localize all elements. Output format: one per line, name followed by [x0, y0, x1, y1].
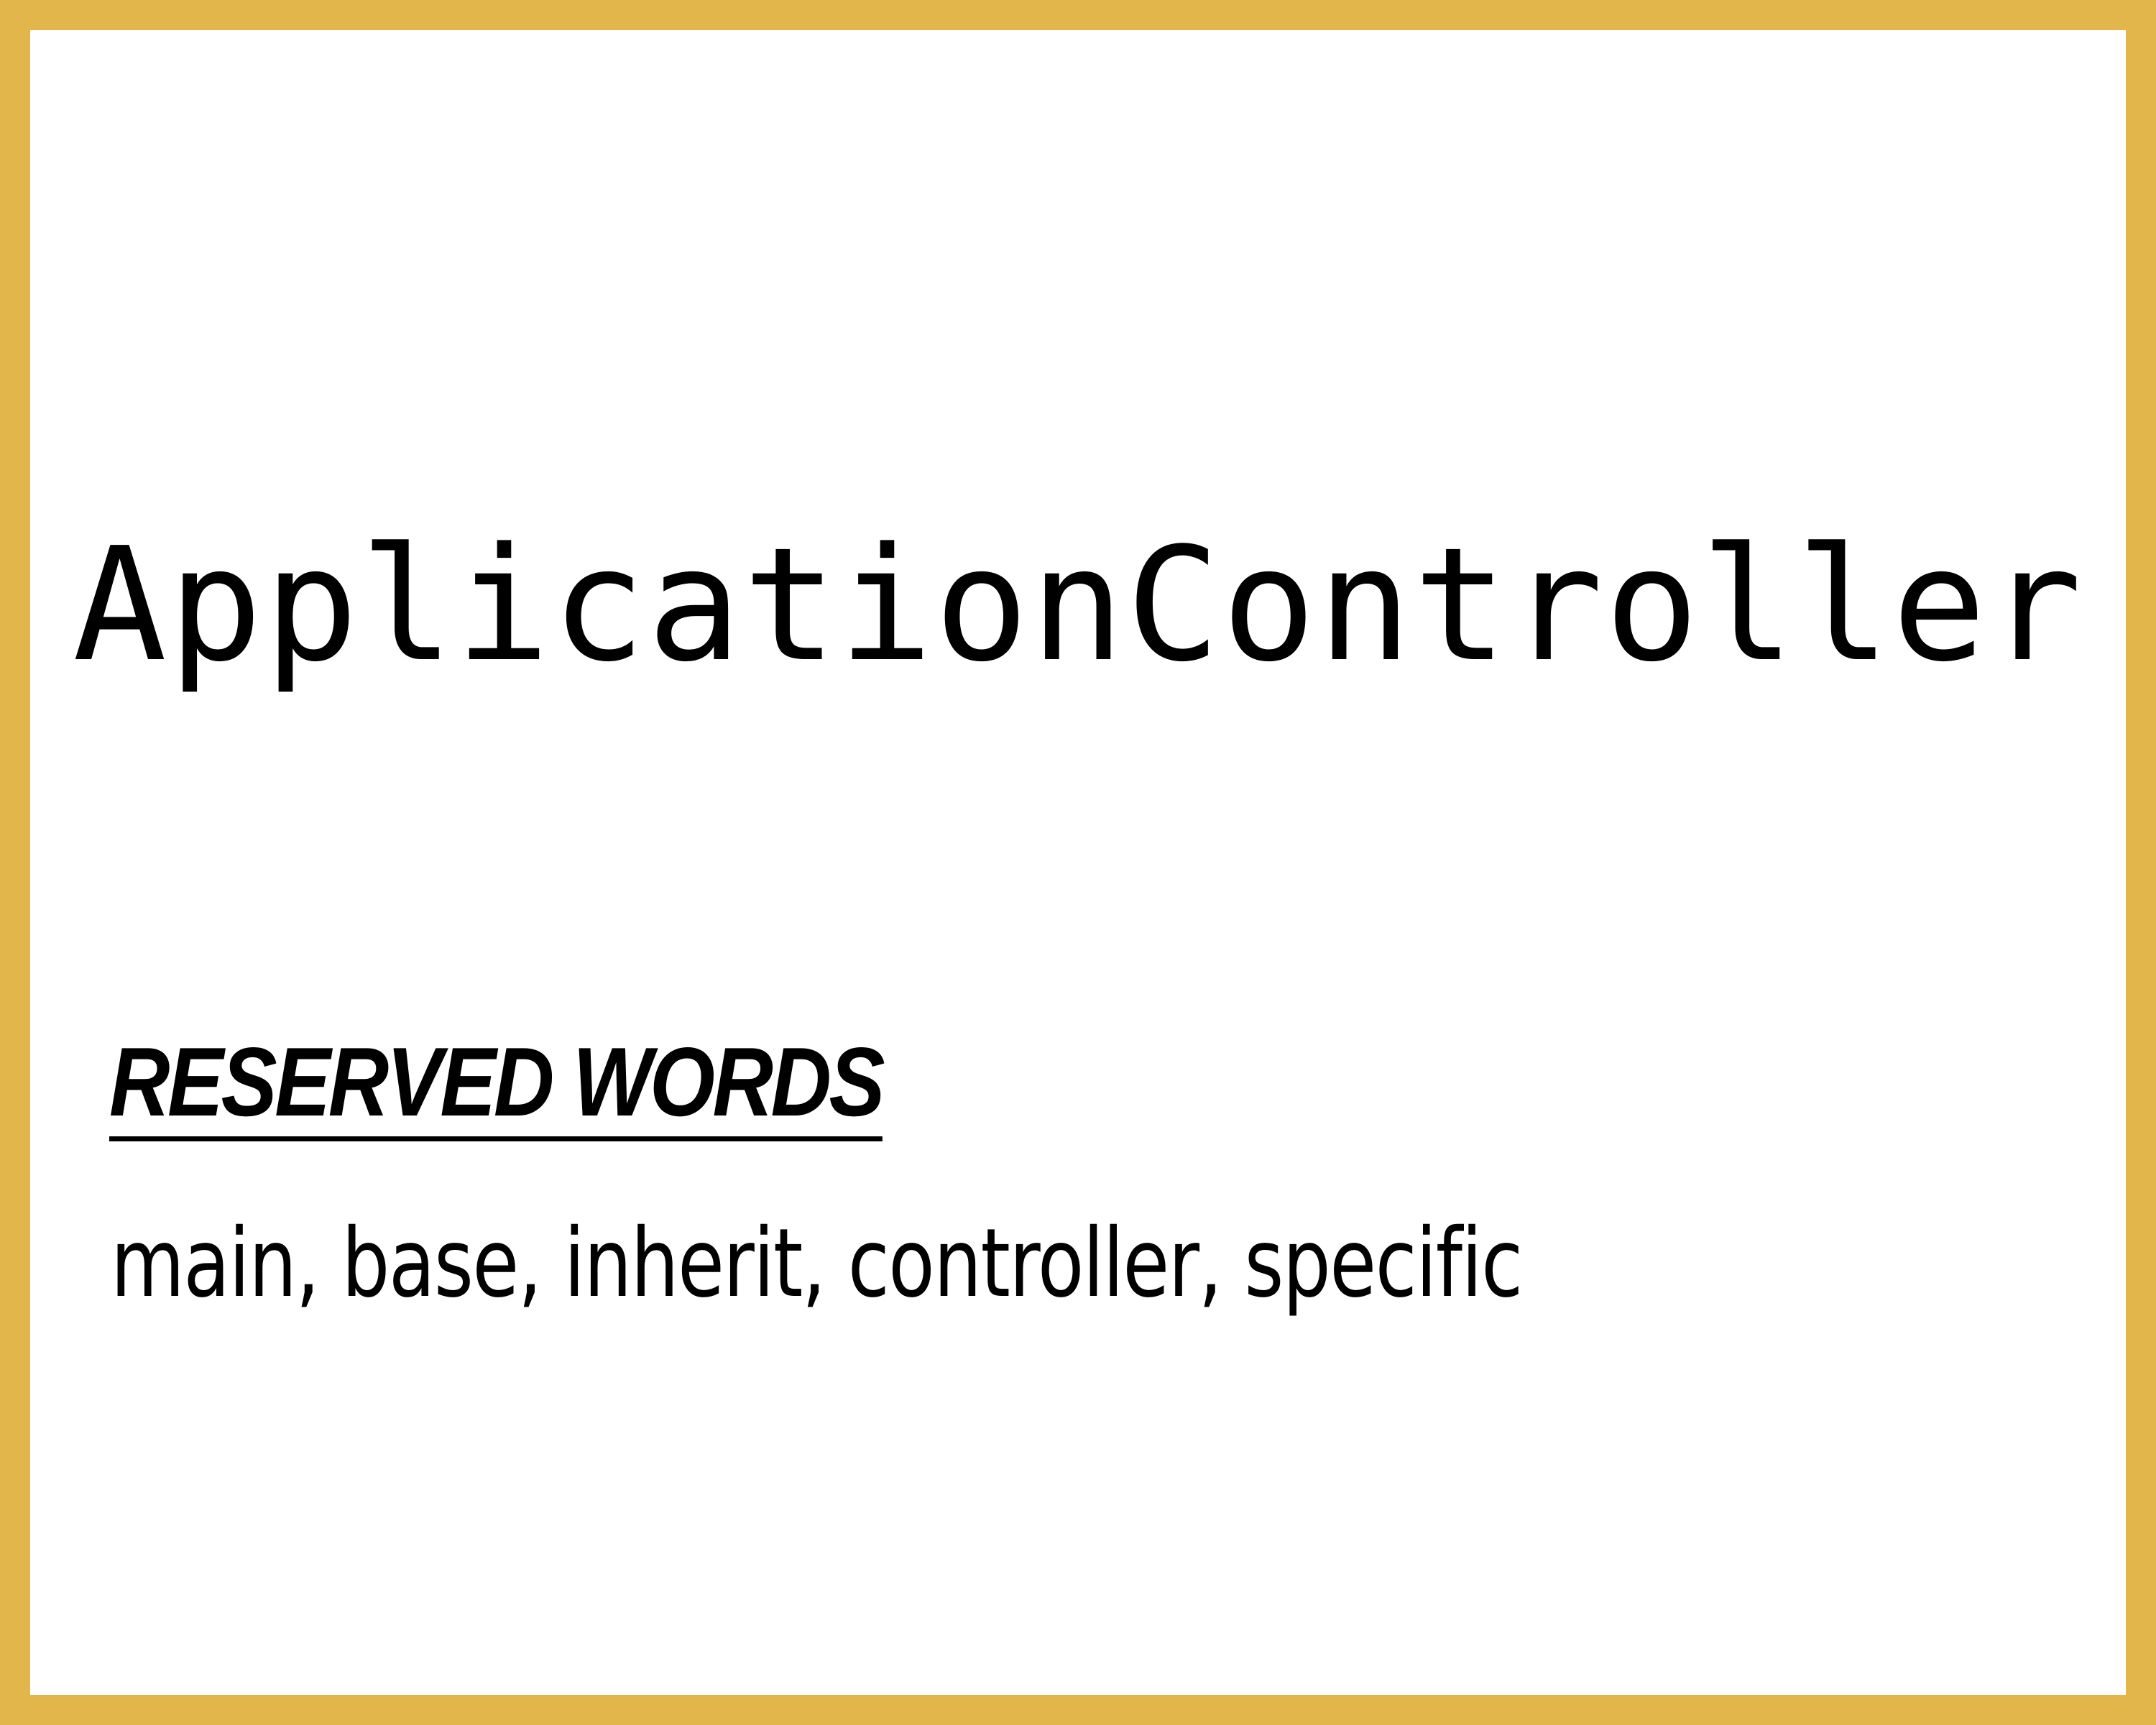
flash-card: ApplicationController RESERVED WORDS mai…: [30, 30, 2126, 1695]
term-title: ApplicationController: [72, 515, 2084, 696]
reserved-words-list: main, base, inherit, controller, specifi…: [111, 1208, 1523, 1319]
reserved-words-heading: RESERVED WORDS: [109, 1033, 885, 1141]
